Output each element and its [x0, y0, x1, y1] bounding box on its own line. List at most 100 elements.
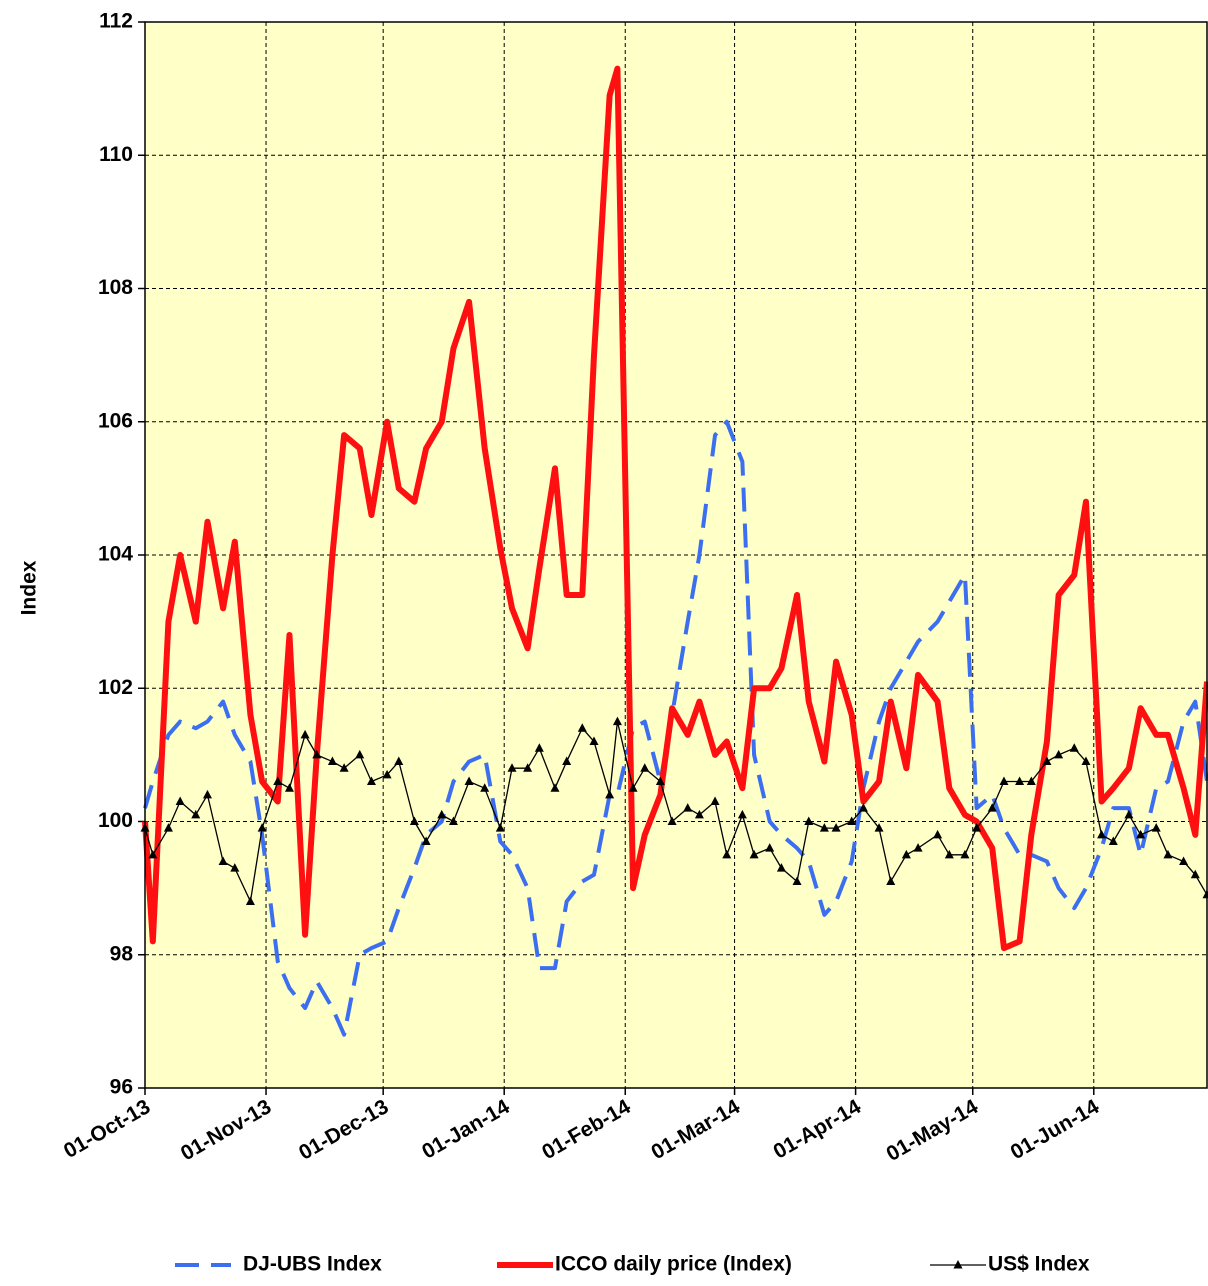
x-tick-label: 01-Dec-13 — [295, 1095, 392, 1165]
point-marker — [605, 789, 615, 799]
point-marker — [944, 849, 954, 859]
point-marker — [792, 876, 802, 885]
point-marker — [972, 823, 982, 832]
y-axis-label: Index — [18, 560, 41, 615]
x-tick-label: 01-Nov-13 — [177, 1095, 275, 1165]
point-marker — [640, 763, 650, 772]
legend-label: US$ Index — [988, 1253, 1090, 1276]
point-marker — [901, 849, 911, 859]
point-marker — [257, 823, 267, 832]
point-marker — [933, 829, 943, 839]
point-marker — [1069, 743, 1079, 752]
point-marker — [284, 783, 294, 792]
point-marker — [202, 789, 212, 799]
y-tick-label: 110 — [99, 143, 133, 166]
y-tick-label: 108 — [98, 276, 133, 299]
x-tick-label: 01-Jun-14 — [1007, 1095, 1104, 1164]
point-marker — [737, 809, 747, 819]
x-tick-label: 01-Apr-14 — [769, 1095, 865, 1164]
point-marker — [480, 783, 490, 792]
x-tick-label: 01-Oct-13 — [60, 1095, 154, 1163]
point-marker — [987, 803, 997, 812]
point-marker — [312, 749, 322, 759]
point-marker — [300, 729, 310, 739]
point-marker — [163, 823, 173, 832]
point-marker — [1136, 829, 1146, 839]
point-marker — [960, 849, 970, 859]
x-tick-label: 01-Mar-14 — [647, 1095, 744, 1164]
point-marker — [874, 823, 884, 832]
point-marker — [1081, 756, 1091, 766]
point-marker — [999, 776, 1009, 786]
point-marker — [382, 769, 392, 779]
point-marker — [804, 816, 814, 825]
point-marker — [523, 763, 533, 772]
point-marker — [1190, 869, 1200, 879]
point-marker — [1042, 756, 1052, 766]
y-tick-label: 102 — [98, 676, 133, 699]
y-tick-label: 104 — [98, 543, 133, 566]
point-marker — [448, 816, 458, 825]
legend-marker — [953, 1260, 963, 1269]
point-marker — [355, 749, 365, 759]
point-marker — [1124, 809, 1134, 819]
plot-border — [144, 21, 1208, 1089]
legend-label: DJ-UBS Index — [243, 1253, 382, 1276]
y-tick-label: 106 — [98, 409, 133, 432]
point-marker — [437, 809, 447, 819]
point-marker — [273, 776, 283, 786]
point-marker — [819, 823, 829, 832]
point-marker — [1108, 836, 1118, 845]
point-marker — [722, 849, 732, 859]
point-marker — [366, 776, 376, 786]
x-tick-label: 01-Jan-14 — [418, 1095, 514, 1164]
y-tick-label: 98 — [110, 942, 134, 965]
y-tick-label: 112 — [99, 10, 133, 33]
x-tick-label: 01-Feb-14 — [538, 1095, 635, 1164]
x-tick-label: 01-May-14 — [883, 1095, 983, 1166]
point-marker — [858, 803, 868, 812]
point-marker — [495, 823, 505, 832]
point-marker — [913, 843, 923, 852]
point-marker — [191, 809, 201, 819]
point-marker — [394, 756, 404, 766]
point-marker — [694, 809, 704, 819]
point-marker — [1163, 849, 1173, 859]
y-tick-label: 100 — [98, 809, 133, 832]
point-marker — [1026, 776, 1036, 786]
legend-label: ICCO daily price (Index) — [555, 1253, 792, 1276]
point-marker — [421, 836, 431, 845]
point-marker — [507, 763, 517, 772]
point-marker — [534, 743, 544, 752]
point-marker — [339, 763, 349, 772]
point-marker — [562, 756, 572, 766]
point-marker — [218, 856, 228, 865]
point-marker — [1097, 829, 1107, 839]
point-marker — [831, 823, 841, 832]
point-marker — [776, 863, 786, 872]
point-marker — [1054, 749, 1064, 759]
point-marker — [245, 896, 255, 905]
y-tick-label: 96 — [110, 1076, 133, 1099]
point-marker — [886, 876, 896, 885]
point-marker — [409, 816, 419, 825]
point-marker — [230, 863, 240, 872]
point-marker — [1179, 856, 1189, 865]
point-marker — [550, 783, 560, 792]
point-marker — [464, 776, 474, 786]
point-marker — [577, 723, 587, 732]
point-marker — [710, 796, 720, 806]
point-marker — [327, 756, 337, 766]
point-marker — [589, 736, 599, 746]
point-marker — [749, 849, 759, 859]
point-marker — [765, 843, 775, 852]
point-marker — [628, 783, 638, 792]
point-marker — [1015, 776, 1025, 786]
point-marker — [683, 803, 693, 812]
point-marker — [175, 796, 185, 806]
point-marker — [148, 849, 158, 859]
point-marker — [667, 816, 677, 825]
point-marker — [1151, 823, 1161, 832]
point-marker — [655, 776, 665, 786]
